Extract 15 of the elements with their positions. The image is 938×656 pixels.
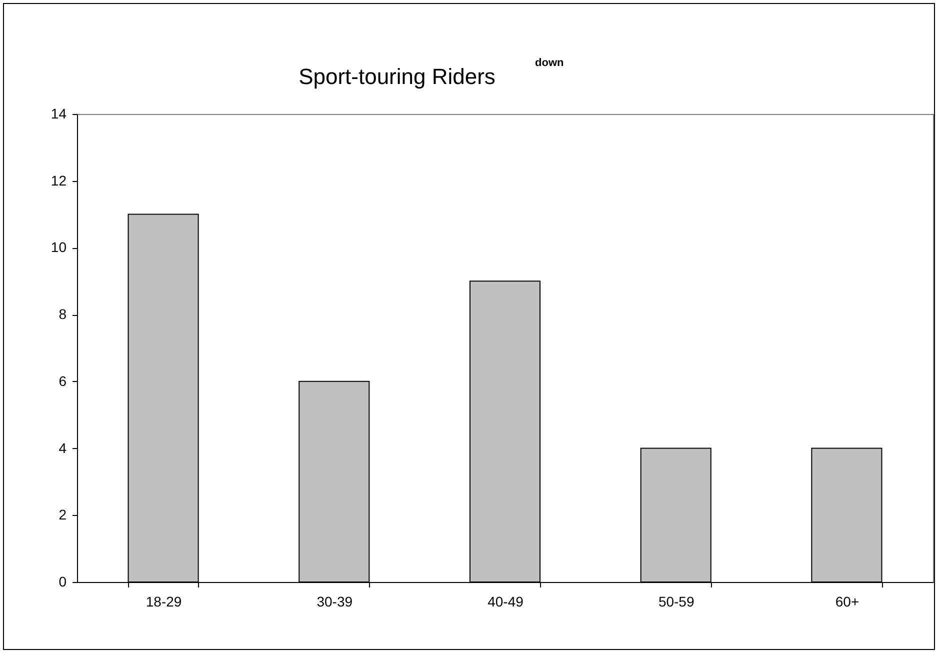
x-tick-label: 18-29 [146,594,182,610]
y-tick-label: 8 [58,306,67,322]
x-tick-label: 50-59 [658,594,694,610]
y-tick-label: 10 [50,239,67,256]
y-tick-label: 6 [58,372,67,389]
y-tick-label: 2 [58,506,67,523]
x-tick-label: 30-39 [316,594,353,610]
y-tick-label: 0 [58,574,67,590]
y-tick-label: 4 [58,440,67,456]
y-tick-label: 12 [50,172,67,188]
x-tick-label: 60+ [835,594,860,610]
x-tick-label: 40-49 [488,594,524,610]
chart-title: Sport-touring Riders [298,64,496,89]
text: down [535,57,564,69]
y-tick-label: 14 [50,106,67,122]
